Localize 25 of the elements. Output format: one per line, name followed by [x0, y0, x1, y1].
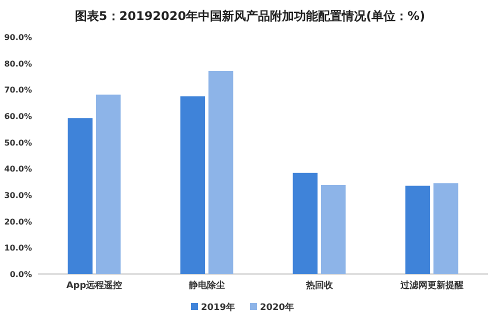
x-tick-label: 热回收 [304, 280, 334, 291]
y-tick-label: 30.0% [4, 191, 32, 200]
legend-label: 2019年 [201, 302, 236, 313]
y-tick-label: 80.0% [4, 59, 32, 68]
bar [68, 118, 93, 274]
y-tick-label: 90.0% [4, 33, 32, 42]
y-tick-label: 0.0% [10, 270, 32, 279]
x-tick-label: 静电除尘 [188, 280, 225, 291]
x-tick-label: App远程遥控 [66, 280, 122, 291]
bar [433, 183, 458, 274]
bar [96, 94, 121, 274]
x-tick-label: 过滤网更新提醒 [399, 280, 464, 291]
y-tick-label: 60.0% [4, 112, 32, 121]
y-tick-label: 10.0% [4, 244, 32, 253]
bar [320, 184, 346, 274]
y-tick-label: 20.0% [4, 217, 32, 226]
bar [292, 172, 318, 274]
y-tick-label: 40.0% [4, 164, 32, 174]
chart-title: 图表5：20192020年中国新风产品附加功能配置情况(单位：%) [74, 9, 426, 23]
y-tick-label: 70.0% [4, 86, 32, 95]
bar [208, 70, 234, 274]
bar [180, 96, 206, 274]
bar [405, 186, 430, 274]
y-tick-label: 50.0% [4, 138, 32, 148]
legend-label: 2020年 [260, 302, 294, 313]
